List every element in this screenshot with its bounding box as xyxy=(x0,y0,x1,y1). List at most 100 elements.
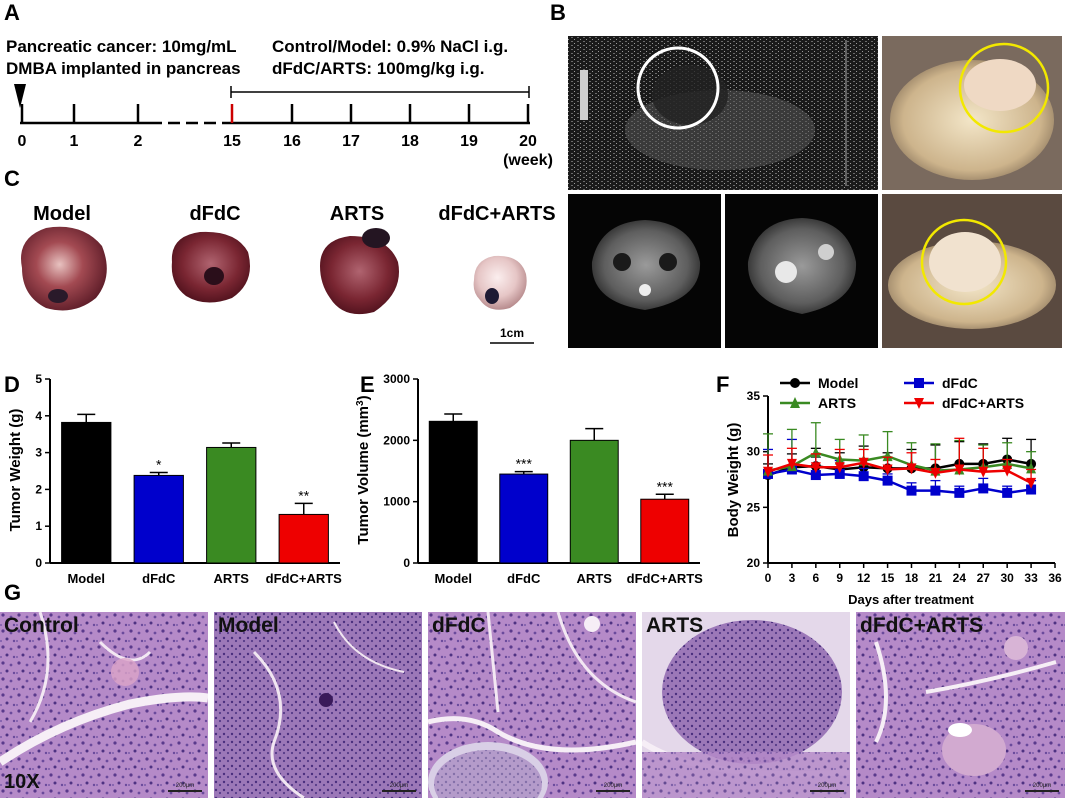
data-point xyxy=(786,458,797,470)
data-point xyxy=(834,468,845,479)
data-point xyxy=(810,446,821,458)
x-tick-label: 6 xyxy=(812,571,819,585)
x-tick-label: 18 xyxy=(905,571,919,585)
y-tick-label: 3 xyxy=(35,446,42,460)
data-point xyxy=(930,485,941,496)
data-point xyxy=(1002,487,1013,498)
timeline-tick-label: 2 xyxy=(134,133,143,150)
legend-label: Model xyxy=(818,375,858,391)
x-tick-label: 36 xyxy=(1048,571,1062,585)
tumor-label-arts: ARTS xyxy=(330,203,384,225)
data-point xyxy=(1026,462,1037,474)
y-tick-label: 35 xyxy=(747,389,761,403)
data-point xyxy=(954,464,965,476)
significance-marker: ** xyxy=(298,487,309,503)
timeline-text-left-2: DMBA implanted in pancreas xyxy=(6,59,241,78)
x-tick-label: 27 xyxy=(977,571,991,585)
histology-arts: ARTS 200μm xyxy=(642,612,850,798)
histology-label-control: Control xyxy=(4,614,79,637)
timeline-tick-label: 15 xyxy=(223,133,241,150)
legend-label: dFdC xyxy=(942,375,978,391)
data-point xyxy=(882,464,893,476)
data-point xyxy=(1026,484,1037,495)
x-tick-label: 33 xyxy=(1024,571,1038,585)
bar xyxy=(569,439,619,564)
x-tick-label: 24 xyxy=(953,571,967,585)
histology-model: Model 200μm xyxy=(214,612,422,798)
series-dfdc-arts xyxy=(763,437,1037,489)
y-tick-label: 20 xyxy=(747,556,761,570)
bar xyxy=(428,420,478,564)
panel-label-a: A xyxy=(4,0,20,25)
histology-scale-text-control: 200μm xyxy=(175,783,195,789)
significance-marker: *** xyxy=(657,478,674,494)
histology-label-model: Model xyxy=(218,614,279,637)
data-point xyxy=(978,466,989,478)
x-tick-label: Model xyxy=(434,571,472,586)
data-point xyxy=(790,397,800,408)
histology-scale-bar-model xyxy=(382,790,416,792)
histology-scale-text-combo: 200μm xyxy=(1032,783,1052,789)
timeline-tick-label: 20 xyxy=(519,133,537,150)
series-line xyxy=(767,451,1032,472)
y-tick-label: 2000 xyxy=(383,433,410,447)
tumor-photos-panel: Model dFdC ARTS dFdC+ARTS 1cm xyxy=(21,203,556,344)
histology-control: Control 10X 200μm xyxy=(0,612,208,798)
histology-scale-text-arts: 200μm xyxy=(817,783,837,789)
histology-scale-text-dfdc: 200μm xyxy=(603,783,623,789)
data-point xyxy=(978,483,989,494)
histology-scale-text-model: 200μm xyxy=(389,783,409,789)
tumor-photo-model xyxy=(21,226,107,311)
y-tick-label: 30 xyxy=(747,445,761,459)
timeline-tick-label: 18 xyxy=(401,133,419,150)
tumor-scale-label: 1cm xyxy=(500,326,524,340)
chart-f-ylabel: Body Weight (g) xyxy=(725,423,742,538)
ultrasound-tumor-circle xyxy=(636,46,720,130)
bar xyxy=(640,498,690,564)
imaging-panel xyxy=(568,36,1062,348)
data-point xyxy=(930,467,941,479)
x-tick-label: dFdC+ARTS xyxy=(266,571,343,586)
implant-arrow-icon xyxy=(14,84,26,108)
data-point xyxy=(763,466,773,478)
histology-scale-bar-combo xyxy=(1025,790,1059,792)
timeline-text-right-1: Control/Model: 0.9% NaCl i.g. xyxy=(272,37,508,56)
x-tick-label: Model xyxy=(67,571,105,586)
x-tick-label: dFdC xyxy=(142,571,176,586)
panel-label-e: E xyxy=(360,372,375,397)
histology-label-combo: dFdC+ARTS xyxy=(860,614,984,637)
tumor-photo-arts xyxy=(320,236,399,315)
timeline-ticks: 0 1 2 15 16 17 18 19 20 xyxy=(18,104,537,150)
data-point xyxy=(914,398,924,409)
y-tick-label: 2 xyxy=(35,482,42,496)
x-tick-label: dFdC+ARTS xyxy=(627,571,704,586)
data-point xyxy=(810,462,821,474)
data-point xyxy=(906,463,917,475)
x-tick-label: 3 xyxy=(789,571,796,585)
data-point xyxy=(882,475,893,486)
x-tick-label: 30 xyxy=(1000,571,1014,585)
tumor-label-combo: dFdC+ARTS xyxy=(438,203,555,225)
y-tick-label: 1000 xyxy=(383,495,410,509)
histology-dfdc: dFdC 200μm xyxy=(428,612,636,798)
tumor-label-dfdc: dFdC xyxy=(189,203,240,225)
panel-label-d: D xyxy=(4,372,20,397)
data-point xyxy=(790,378,800,388)
necropsy-tumor-circle-bottom xyxy=(920,218,1008,306)
data-point xyxy=(1026,477,1037,489)
x-tick-label: 12 xyxy=(857,571,871,585)
data-point xyxy=(858,457,869,469)
y-tick-label: 0 xyxy=(35,556,42,570)
tumor-weight-chart: Tumor Weight (g) 0 1 2 3 4 5 Model * dFdC ARTS ** d… xyxy=(7,372,342,586)
data-point xyxy=(1002,465,1013,477)
legend-label: dFdC+ARTS xyxy=(942,395,1024,411)
x-tick-label: 9 xyxy=(836,571,843,585)
data-point xyxy=(954,487,965,498)
bar xyxy=(206,446,257,564)
histology-combo: dFdC+ARTS 200μm xyxy=(856,612,1065,798)
body-weight-chart: Body Weight (g) Days after treatment 20 2… xyxy=(725,375,1062,607)
y-tick-label: 3000 xyxy=(383,372,410,386)
x-tick-label: ARTS xyxy=(214,571,250,586)
data-point xyxy=(906,485,917,496)
